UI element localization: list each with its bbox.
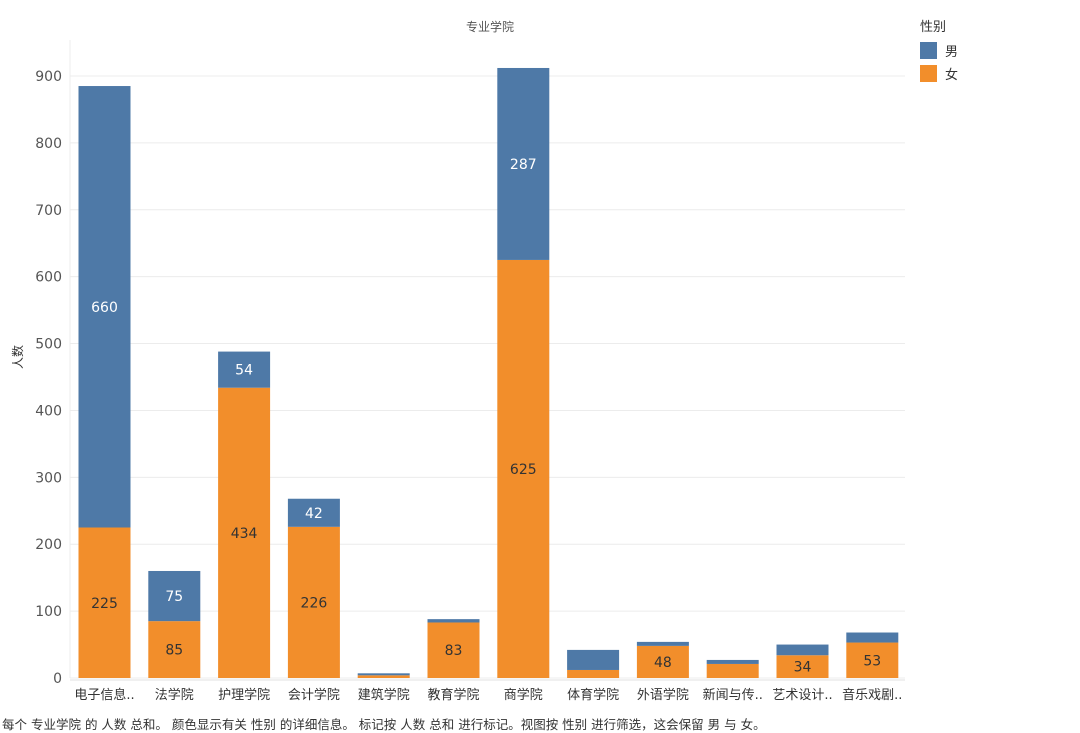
x-tick-label: 法学院	[155, 687, 194, 703]
legend-title: 性别	[920, 20, 947, 35]
legend-label-female: 女	[945, 68, 959, 83]
bar-male	[846, 632, 899, 643]
data-label-female: 48	[654, 655, 672, 671]
bar-female	[706, 663, 759, 678]
x-tick-label: 电子信息..	[74, 687, 134, 703]
legend-item-female[interactable]: 女	[920, 62, 958, 85]
y-tick-label: 800	[35, 136, 62, 152]
bar-female	[776, 655, 829, 678]
y-tick-label: 400	[35, 403, 62, 419]
y-tick-label: 900	[35, 69, 62, 85]
x-tick-label: 会计学院	[288, 687, 340, 703]
data-label-male: 75	[165, 589, 183, 605]
bar-male	[497, 67, 550, 260]
y-tick-label: 300	[35, 470, 62, 486]
x-tick-label: 音乐戏剧..	[842, 687, 902, 703]
data-label-male: 287	[510, 157, 537, 173]
y-tick-label: 600	[35, 270, 62, 286]
bar-male	[148, 570, 201, 622]
data-label-male: 42	[305, 506, 323, 522]
bar-female	[846, 642, 899, 678]
x-tick-label: 教育学院	[427, 687, 479, 703]
x-tick-label: 商学院	[504, 687, 543, 703]
data-label-female: 34	[794, 660, 812, 676]
data-label-female: 85	[165, 643, 183, 659]
bar-female	[636, 645, 689, 678]
legend-label-male: 男	[945, 45, 959, 60]
bar-male	[357, 673, 410, 676]
x-tick-label: 建筑学院	[358, 687, 410, 703]
bar-male	[427, 619, 480, 623]
chart-title: 专业学院	[466, 19, 514, 34]
bar-female	[78, 527, 131, 678]
legend-item-male[interactable]: 男	[920, 39, 958, 62]
y-axis-title: 人数	[10, 345, 25, 369]
legend: 性别 男 女	[920, 16, 958, 85]
bar-female	[148, 621, 201, 678]
bar-female	[287, 526, 340, 678]
y-tick-label: 200	[35, 537, 62, 553]
data-label-female: 83	[445, 643, 463, 659]
y-tick-label: 0	[53, 671, 62, 687]
x-tick-label: 体育学院	[567, 687, 619, 703]
bar-female	[218, 387, 271, 678]
x-tick-label: 新闻与传..	[703, 687, 763, 703]
bar-male	[218, 351, 271, 388]
bar-male	[776, 644, 829, 656]
bar-female	[427, 622, 480, 678]
bar-female	[567, 669, 620, 678]
x-tick-label: 护理学院	[218, 687, 270, 703]
y-tick-label: 700	[35, 203, 62, 219]
y-tick-label: 500	[35, 337, 62, 353]
data-label-female: 226	[301, 595, 328, 611]
bar-male	[78, 86, 131, 528]
bar-male	[287, 498, 340, 527]
bar-male	[706, 659, 759, 664]
legend-swatch-female	[920, 65, 937, 82]
bar-male	[636, 641, 689, 646]
data-label-male: 660	[91, 300, 118, 316]
bar-female	[357, 675, 410, 678]
bar-male	[567, 649, 620, 670]
data-label-female: 225	[91, 596, 118, 612]
caption: 每个 专业学院 的 人数 总和。 颜色显示有关 性别 的详细信息。 标记按 人数…	[2, 717, 766, 732]
bar-female	[497, 259, 550, 678]
data-label-female: 434	[231, 526, 258, 542]
legend-swatch-male	[920, 42, 937, 59]
data-label-male: 54	[235, 363, 253, 379]
y-tick-label: 100	[35, 604, 62, 620]
data-label-female: 53	[863, 653, 881, 669]
x-tick-label: 艺术设计..	[772, 688, 832, 703]
x-tick-label: 外语学院	[637, 687, 689, 703]
data-label-female: 625	[510, 462, 537, 478]
